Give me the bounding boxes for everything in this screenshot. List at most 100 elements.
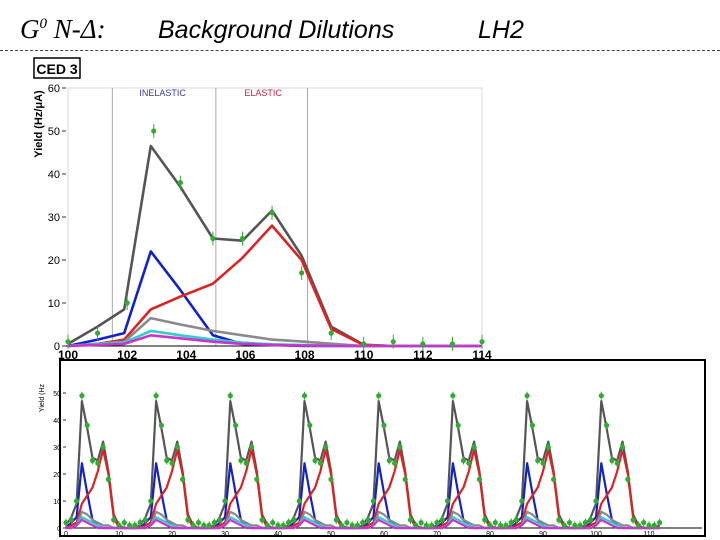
data-point (185, 517, 191, 523)
data-point (100, 444, 106, 450)
octant-series-line (511, 518, 586, 530)
y-tick-label: 10 (48, 298, 60, 310)
data-point (503, 522, 509, 528)
data-point (614, 460, 620, 466)
data-point (390, 339, 396, 345)
x-tick-label: 100 (590, 531, 602, 538)
data-point (420, 341, 426, 347)
data-point (582, 520, 589, 526)
data-point (153, 393, 159, 399)
data-point (259, 517, 265, 523)
y-tick-label: 10 (53, 499, 61, 506)
data-point (286, 520, 292, 526)
title-target-lh2: LH2 (478, 16, 524, 44)
data-point (551, 476, 557, 482)
data-point (492, 520, 498, 526)
data-point (105, 476, 111, 482)
data-point (370, 498, 376, 504)
data-point (349, 522, 355, 528)
data-point (328, 330, 334, 336)
data-point (127, 522, 133, 528)
plot-frame (59, 359, 706, 537)
data-point (254, 476, 260, 482)
x-tick-label: 0 (64, 531, 68, 538)
data-point (598, 393, 604, 399)
data-point (365, 517, 371, 523)
octant-series-line (437, 518, 512, 530)
data-point (65, 339, 71, 345)
data-point (239, 235, 246, 242)
x-tick-label: 106 (235, 348, 255, 362)
data-point (392, 460, 398, 466)
x-tick-label: 108 (295, 348, 315, 362)
data-point (476, 476, 482, 482)
data-point (299, 270, 305, 276)
data-point (413, 522, 419, 528)
data-point (487, 522, 493, 528)
data-point (116, 522, 122, 528)
data-point (572, 522, 578, 528)
data-point (201, 522, 207, 528)
data-point (190, 522, 196, 528)
chart-title-box (33, 57, 81, 79)
data-point (323, 444, 329, 450)
data-point (524, 393, 530, 399)
data-point (619, 444, 626, 450)
data-point (124, 300, 130, 306)
data-point (84, 422, 90, 428)
x-tick-label: 30 (221, 531, 229, 538)
data-point (593, 498, 599, 504)
data-point (439, 517, 445, 523)
x-tick-label: 110 (643, 531, 654, 538)
all-octants-yield-chart: 0 10 20 30 40 50 0 10 20 30 40 50 60 70 80 90 100 110 Yiel… (39, 359, 706, 538)
data-point (328, 476, 334, 482)
y-tick-label: 50 (48, 126, 60, 138)
data-point (238, 457, 244, 464)
data-point (206, 522, 212, 528)
data-point (566, 520, 573, 526)
data-point (344, 520, 350, 526)
region-label: INELASTIC (139, 88, 186, 98)
x-tick-label: 114 (472, 348, 492, 362)
data-point (233, 422, 239, 428)
data-point (227, 393, 233, 399)
data-point (588, 517, 594, 523)
y-tick-label: 0 (54, 341, 60, 353)
data-point (354, 522, 361, 528)
data-point (180, 476, 186, 482)
data-point (625, 476, 631, 482)
data-point (482, 517, 488, 523)
data-point (635, 522, 642, 528)
y-tick-label: 50 (53, 391, 61, 398)
x-tick-label: 112 (413, 348, 433, 362)
data-point (169, 460, 175, 466)
octant-series-line (362, 518, 437, 530)
slide-title: G0 N-Δ: Background Dilutions LH2 (0, 0, 720, 50)
data-point (301, 393, 308, 399)
data-point (561, 522, 567, 528)
data-point (177, 180, 183, 186)
data-point (460, 457, 467, 464)
x-tick-label: 110 (354, 348, 374, 362)
data-point (275, 522, 281, 528)
data-point (270, 520, 276, 526)
y-axis-label: Yield (Hz (39, 383, 46, 412)
data-point (455, 422, 461, 428)
x-tick-label: 100 (58, 348, 78, 362)
title-symbol: N-Δ: (47, 14, 106, 44)
series-line (67, 334, 482, 348)
data-point (508, 520, 514, 526)
data-point (164, 457, 170, 464)
y-tick-label: 60 (48, 83, 60, 95)
data-point (210, 235, 216, 242)
data-point (651, 522, 657, 528)
x-tick-label: 50 (327, 531, 335, 538)
data-point (376, 393, 382, 399)
data-point (333, 517, 339, 523)
y-axis-label: Yield (Hz/μA) (33, 90, 45, 158)
data-point (386, 457, 392, 464)
data-point (641, 520, 647, 526)
data-point (434, 520, 440, 526)
data-point (121, 520, 127, 526)
data-point (360, 520, 366, 526)
